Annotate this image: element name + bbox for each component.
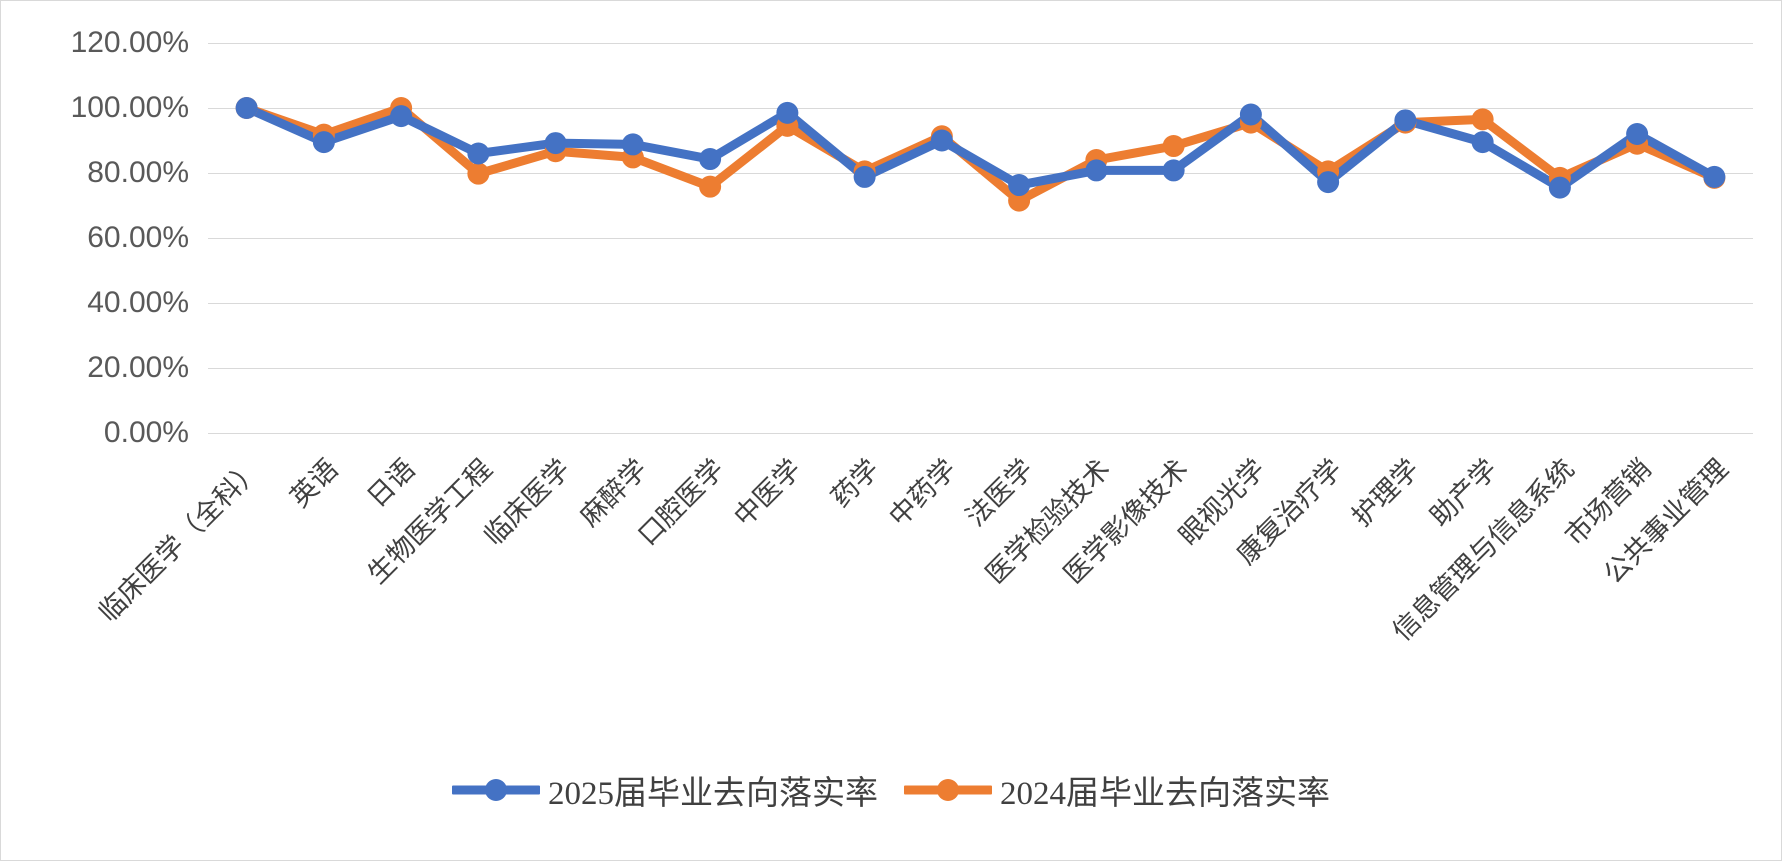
data-point-marker <box>1239 103 1262 126</box>
data-point-marker <box>1548 176 1571 199</box>
plot-area <box>208 43 1753 434</box>
chart-legend: 2025届毕业去向落实率 2024届毕业去向落实率 <box>1 766 1781 814</box>
legend-marker-icon <box>904 779 992 801</box>
gridline <box>208 108 1753 109</box>
data-point-marker <box>467 162 490 185</box>
data-point-marker <box>776 101 799 124</box>
gridline <box>208 43 1753 44</box>
y-axis: 120.00% 100.00% 80.00% 60.00% 40.00% 20.00% 0.… <box>1 1 201 449</box>
legend-item[interactable]: 2025届毕业去向落实率 <box>452 766 878 814</box>
gridline <box>208 433 1753 434</box>
x-axis-categories: 临床医学（全科） 英语 日语 生物医学工程 临床医学 麻醉学 口腔医学 中医学 药学 中药学 法医学… <box>92 433 1753 693</box>
y-axis-tick-label: 120.00% <box>70 26 189 59</box>
data-point-marker <box>930 129 953 152</box>
legend-label: 2025届毕业去向落实率 <box>548 776 878 812</box>
series-line <box>242 103 1719 206</box>
data-point-marker <box>1471 131 1494 154</box>
data-point-marker <box>699 148 722 171</box>
data-point-marker <box>1626 123 1649 145</box>
gridline <box>208 238 1753 239</box>
data-point-marker <box>1162 159 1185 182</box>
data-point-marker <box>1471 108 1494 131</box>
y-axis-tick-label: 40.00% <box>87 286 189 319</box>
legend-marker-icon <box>452 779 540 801</box>
legend-item[interactable]: 2024届毕业去向落实率 <box>904 766 1330 814</box>
data-point-marker <box>467 142 490 165</box>
y-axis-tick-label: 100.00% <box>70 91 189 124</box>
data-point-marker <box>699 175 722 198</box>
y-axis-tick-label: 0.00% <box>103 416 189 449</box>
data-point-marker <box>544 132 567 155</box>
series-layer <box>235 97 1726 212</box>
data-point-marker <box>1394 109 1417 132</box>
y-axis-tick-label: 80.00% <box>87 156 189 189</box>
data-point-marker <box>1162 135 1185 158</box>
data-point-marker <box>1703 165 1726 188</box>
legend-label: 2024届毕业去向落实率 <box>1000 776 1330 812</box>
data-point-marker <box>1008 189 1031 212</box>
data-point-marker <box>853 165 876 188</box>
y-axis-tick-label: 20.00% <box>87 351 189 384</box>
data-point-marker <box>312 131 335 154</box>
gridline <box>208 303 1753 304</box>
y-axis-tick-label: 60.00% <box>87 221 189 254</box>
data-point-marker <box>1008 174 1031 197</box>
data-point-marker <box>235 97 258 119</box>
data-point-marker <box>1085 159 1108 182</box>
data-point-marker <box>621 133 644 156</box>
data-point-marker <box>1317 171 1340 194</box>
gridline <box>208 368 1753 369</box>
series-line <box>242 103 1719 193</box>
data-point-marker <box>390 105 413 128</box>
